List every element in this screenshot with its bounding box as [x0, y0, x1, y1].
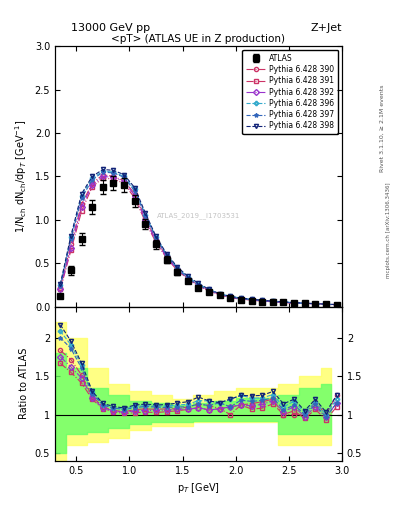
Text: mcplots.cern.ch [arXiv:1306.3436]: mcplots.cern.ch [arXiv:1306.3436]	[386, 183, 391, 278]
Text: Rivet 3.1.10, ≥ 2.1M events: Rivet 3.1.10, ≥ 2.1M events	[380, 84, 385, 172]
Legend: ATLAS, Pythia 6.428 390, Pythia 6.428 391, Pythia 6.428 392, Pythia 6.428 396, P: ATLAS, Pythia 6.428 390, Pythia 6.428 39…	[242, 50, 338, 134]
Y-axis label: 1/N$_\mathrm{ch}$ dN$_\mathrm{ch}$/dp$_T$ [GeV$^{-1}$]: 1/N$_\mathrm{ch}$ dN$_\mathrm{ch}$/dp$_T…	[13, 120, 29, 233]
Text: Z+Jet: Z+Jet	[310, 23, 342, 33]
X-axis label: p$_T$ [GeV]: p$_T$ [GeV]	[177, 481, 220, 495]
Text: ATLAS_2019__I1703531: ATLAS_2019__I1703531	[157, 212, 240, 219]
Y-axis label: Ratio to ATLAS: Ratio to ATLAS	[19, 348, 29, 419]
Title: <pT> (ATLAS UE in Z production): <pT> (ATLAS UE in Z production)	[112, 34, 285, 44]
Text: 13000 GeV pp: 13000 GeV pp	[71, 23, 150, 33]
